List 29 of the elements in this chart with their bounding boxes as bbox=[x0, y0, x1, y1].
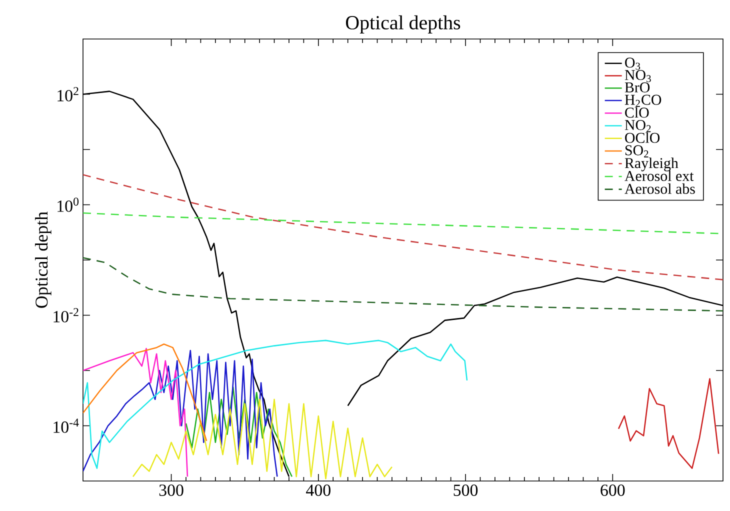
legend-label: ClO bbox=[625, 107, 649, 118]
x-tick-label: 600 bbox=[600, 484, 625, 496]
line-series bbox=[83, 340, 468, 469]
x-tick-label: 500 bbox=[454, 484, 478, 496]
legend-label: OClO bbox=[625, 132, 660, 143]
x-tick-label: 300 bbox=[159, 484, 184, 496]
y-tick-label: 10$^{0}$ bbox=[58, 198, 79, 212]
legend-label: NO$_{3}$ bbox=[624, 70, 651, 82]
y-axis-title: Optical depth bbox=[35, 212, 52, 308]
chart-title: Optical depths bbox=[346, 15, 460, 34]
legend-label: H$_{2}$CO bbox=[624, 94, 662, 107]
line-series bbox=[83, 343, 208, 442]
legend-label: NO$_{2}$ bbox=[624, 120, 651, 132]
y-tick-label: 10$^{2}$ bbox=[58, 87, 78, 102]
legend-label: BrO bbox=[624, 82, 650, 92]
line-series bbox=[83, 350, 278, 478]
line-series bbox=[132, 398, 393, 480]
line-series bbox=[618, 378, 720, 469]
legend-label: O$_{3}$ bbox=[625, 58, 640, 70]
line-series bbox=[83, 257, 724, 312]
y-tick-label: 10$^{-2}$ bbox=[54, 308, 78, 322]
y-tick-label: 10$^{-4}$ bbox=[54, 418, 79, 433]
legend-label: Aerosol ext bbox=[624, 170, 694, 182]
legend-label: Rayleigh bbox=[624, 158, 678, 172]
line-series bbox=[83, 348, 188, 478]
legend-label: SO$_{2}$ bbox=[625, 145, 648, 158]
x-tick-label: 400 bbox=[306, 484, 330, 496]
legend-label: Aerosol abs bbox=[624, 183, 695, 194]
line-series bbox=[185, 386, 293, 478]
